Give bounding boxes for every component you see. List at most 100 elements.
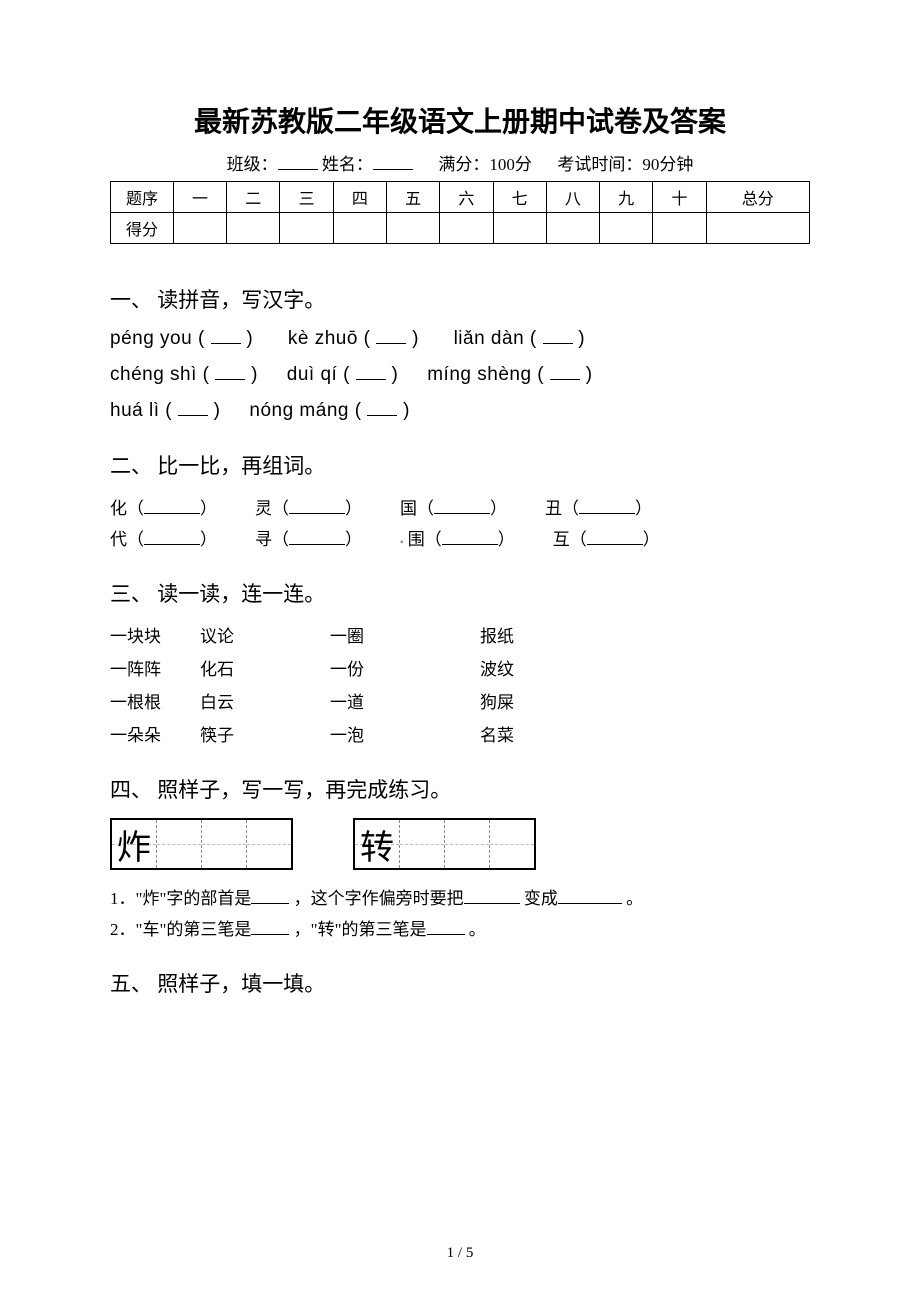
cizu-char: 化	[110, 499, 127, 518]
score-cell[interactable]	[227, 213, 280, 244]
meta-gap	[536, 155, 553, 174]
answer-blank[interactable]	[144, 530, 200, 545]
time-label: 考试时间：90分钟	[557, 155, 693, 174]
answer-blank[interactable]	[587, 530, 643, 545]
score-header: 一	[173, 182, 226, 213]
score-cell[interactable]	[440, 213, 493, 244]
open-paren: (	[337, 364, 355, 385]
pinyin-word: kè zhuō	[288, 328, 358, 349]
cizu-char: 代	[110, 530, 127, 549]
writing-cell[interactable]	[490, 820, 534, 868]
answer-blank[interactable]	[550, 365, 580, 380]
answer-blank[interactable]	[178, 401, 208, 416]
answer-blank[interactable]	[251, 920, 289, 935]
marker-icon: ▪	[400, 537, 404, 548]
answer-blank[interactable]	[211, 329, 241, 344]
answer-blank[interactable]	[558, 889, 622, 904]
score-cell[interactable]	[493, 213, 546, 244]
page-footer: 1 / 5	[0, 1245, 920, 1262]
match-item: 筷子	[200, 721, 330, 746]
pinyin-word: duì qí	[287, 364, 338, 385]
q-text: ，这个字作偏旁时要把	[294, 889, 464, 908]
match-item: 化石	[200, 655, 330, 680]
score-cell[interactable]	[280, 213, 333, 244]
section-heading-1: 一、 读拼音，写汉字。	[110, 284, 810, 314]
q-text: 2．"车"的第三笔是	[110, 920, 251, 939]
match-item: 一朵朵	[110, 721, 200, 746]
q-text: 。	[626, 889, 643, 908]
cizu-char: 国	[400, 499, 417, 518]
answer-blank[interactable]	[427, 920, 465, 935]
score-cell[interactable]	[173, 213, 226, 244]
pinyin-word: míng shèng	[427, 364, 531, 385]
answer-blank[interactable]	[579, 499, 635, 514]
writing-cell[interactable]	[247, 820, 291, 868]
name-label: 姓名：	[322, 155, 373, 174]
q-text: ，"转"的第三笔是	[294, 920, 427, 939]
open-paren: (	[524, 328, 542, 349]
q-text: 变成	[524, 889, 558, 908]
answer-blank[interactable]	[367, 401, 397, 416]
answer-blank[interactable]	[376, 329, 406, 344]
match-item: 一份	[330, 655, 480, 680]
class-label: 班级：	[227, 155, 278, 174]
match-item: 狗屎	[480, 688, 600, 713]
page-container: 最新苏教版二年级语文上册期中试卷及答案 班级： 姓名： 满分：100分 考试时间…	[0, 0, 920, 1302]
writing-cell[interactable]	[445, 820, 490, 868]
pinyin-word: nóng máng	[249, 400, 349, 421]
writing-cell[interactable]	[157, 820, 202, 868]
section-heading-3: 三、 读一读，连一连。	[110, 578, 810, 608]
meta-gap	[417, 155, 434, 174]
answer-blank[interactable]	[251, 889, 289, 904]
open-paren: (	[159, 400, 177, 421]
pinyin-word: péng you	[110, 328, 192, 349]
score-header: 十	[653, 182, 706, 213]
match-item: 议论	[200, 622, 330, 647]
score-header: 四	[333, 182, 386, 213]
score-cell[interactable]	[653, 213, 706, 244]
writing-cell[interactable]	[202, 820, 247, 868]
open-paren: (	[349, 400, 367, 421]
score-row-label: 得分	[111, 213, 174, 244]
pinyin-word: liǎn dàn	[454, 328, 525, 349]
class-blank[interactable]	[278, 153, 318, 170]
writing-box: 炸	[110, 818, 293, 870]
score-header: 九	[600, 182, 653, 213]
writing-cell[interactable]	[400, 820, 445, 868]
example-char: 转	[360, 820, 394, 869]
cizu-char: 灵	[255, 499, 272, 518]
cizu-char: 围	[408, 530, 425, 549]
answer-blank[interactable]	[356, 365, 386, 380]
score-cell[interactable]	[600, 213, 653, 244]
fullscore-label: 满分：100分	[438, 155, 532, 174]
score-cell[interactable]	[386, 213, 439, 244]
answer-blank[interactable]	[464, 889, 520, 904]
cizu-char: 互	[553, 530, 570, 549]
name-blank[interactable]	[373, 153, 413, 170]
answer-blank[interactable]	[434, 499, 490, 514]
match-item: 一阵阵	[110, 655, 200, 680]
open-paren: (	[358, 328, 376, 349]
open-paren: (	[197, 364, 215, 385]
pinyin-line: chéng shì ( ) duì qí ( ) míng shèng ( )	[110, 364, 810, 386]
table-row: 得分	[111, 213, 810, 244]
answer-blank[interactable]	[144, 499, 200, 514]
answer-blank[interactable]	[289, 530, 345, 545]
score-cell[interactable]	[546, 213, 599, 244]
answer-blank[interactable]	[215, 365, 245, 380]
section-heading-4: 四、 照样子，写一写，再完成练习。	[110, 774, 810, 804]
table-row: 题序 一 二 三 四 五 六 七 八 九 十 总分	[111, 182, 810, 213]
score-cell[interactable]	[706, 213, 809, 244]
answer-blank[interactable]	[289, 499, 345, 514]
cizu-row: 化（） 灵（） 国（） 丑（）	[110, 494, 810, 519]
answer-blank[interactable]	[442, 530, 498, 545]
answer-blank[interactable]	[543, 329, 573, 344]
score-cell[interactable]	[333, 213, 386, 244]
section-heading-5: 五、 照样子，填一填。	[110, 968, 810, 998]
cizu-char: 寻	[255, 530, 272, 549]
match-item: 名菜	[480, 721, 600, 746]
q-text: 1．"炸"字的部首是	[110, 889, 251, 908]
match-item: 白云	[200, 688, 330, 713]
question-line: 2．"车"的第三笔是 ，"转"的第三笔是 。	[110, 915, 810, 940]
match-item: 一道	[330, 688, 480, 713]
